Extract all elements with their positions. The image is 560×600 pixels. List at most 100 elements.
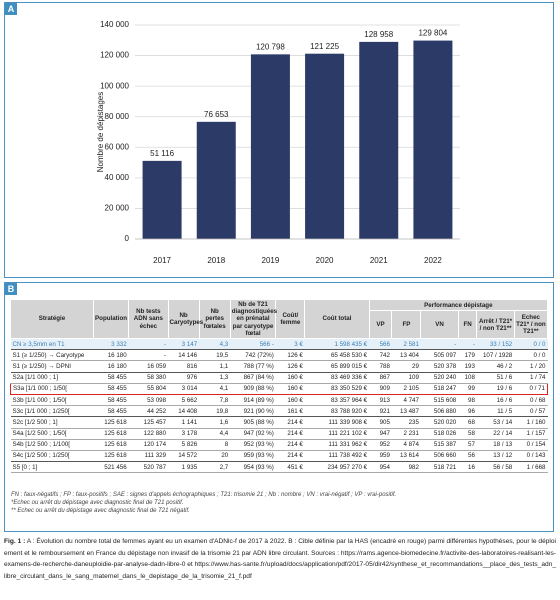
value-label: 120 798 xyxy=(256,42,285,51)
table-cell: 55 804 xyxy=(128,382,169,395)
table-cell: 954 xyxy=(369,461,392,474)
table-cell: 518 247 xyxy=(420,382,459,395)
y-tick-label: 40 000 xyxy=(105,173,130,182)
table-cell: 5 662 xyxy=(168,394,200,407)
table-cell: 8 xyxy=(199,439,231,451)
table-cell: 98 xyxy=(458,394,477,407)
table-cell: 2,7 xyxy=(199,461,231,474)
table-cell: 1 141 xyxy=(168,416,200,429)
table-cell: 0 / 0 xyxy=(514,349,548,362)
table-cell: 11 / 5 xyxy=(476,405,515,418)
table-cell: 193 xyxy=(458,360,477,373)
table-cell: 13 614 xyxy=(391,450,421,463)
table-cell: 1 / 74 xyxy=(514,372,548,384)
table-cell: 515 608 xyxy=(420,394,459,407)
table-cell: 53 / 14 xyxy=(476,416,515,429)
table-cell: 44 252 xyxy=(128,405,169,418)
table-cell: 126 € xyxy=(275,349,305,362)
caption: Fig. 1 : A : Évolution du nombre total d… xyxy=(4,536,556,582)
table-row: S3c [1/1 000 ; 1/250[58 455 44 252 14 408 1… xyxy=(10,405,548,418)
table-cell: 515 387 xyxy=(420,439,459,451)
table-cell: 1,3 xyxy=(199,372,231,384)
table-cell: 58 xyxy=(458,428,477,440)
table-cell: 58 455 xyxy=(93,405,129,418)
table-cell: S3a [1/1 000 ; 1/50[ xyxy=(10,382,94,395)
table-cell: 19,5 xyxy=(199,349,231,362)
table-cell: 58 455 xyxy=(93,382,129,395)
table-cell: S2a [1/1 000 ; 1] xyxy=(10,372,94,384)
table-cell: S2c [1/2 500 ; 1] xyxy=(10,416,94,429)
table-cell: S1 (≥ 1/250) → DPNI xyxy=(10,360,94,373)
bar xyxy=(413,40,453,240)
x-tick-label: 2017 xyxy=(153,256,171,265)
bar xyxy=(305,53,345,239)
table-cell: 0 / 143 xyxy=(514,450,548,463)
table-cell: 235 xyxy=(391,416,421,429)
panel-label: B xyxy=(5,283,17,295)
table-cell: 214 € xyxy=(275,416,305,429)
table-cell: 867 xyxy=(369,372,392,384)
footnote: *Echec ou arrêt du dépistage avec diagno… xyxy=(11,500,184,506)
table-cell: 125 618 xyxy=(93,416,129,429)
chart: 0 20 000 40 000 60 000 80 000 100 000 120 000 1… xyxy=(96,20,460,265)
bar xyxy=(359,41,399,240)
table-cell: S1 (≥ 1/250) → Caryotype xyxy=(10,349,94,362)
y-tick-label: 0 xyxy=(125,234,130,243)
table-cell: 2 581 xyxy=(391,338,421,351)
table-cell: 3 178 xyxy=(168,428,200,440)
column-header: Echec T21* / non T21** xyxy=(513,310,549,340)
table-cell: 451 € xyxy=(275,461,305,474)
column-header: Stratégie xyxy=(10,298,94,340)
bar xyxy=(196,121,236,239)
table-cell: 22 / 14 xyxy=(476,428,515,440)
table-cell: 65 458 530 € xyxy=(304,349,370,362)
table-cell: 518 721 xyxy=(420,461,459,474)
table-cell: 4 874 xyxy=(391,439,421,451)
table-cell: 58 455 xyxy=(93,394,129,407)
table-cell: 18 / 13 xyxy=(476,439,515,451)
table-cell: 58 455 xyxy=(93,372,129,384)
caption-text: A : Évolution du nombre total de femmes … xyxy=(4,538,557,580)
table-cell: 505 097 xyxy=(420,349,459,362)
value-label: 76 653 xyxy=(204,110,229,119)
table-cell: 788 xyxy=(369,360,392,373)
table-cell: 0 / 0 xyxy=(514,338,548,351)
table-cell: 111 221 102 € xyxy=(304,428,370,440)
table-row: S4b [1/2 500 ; 1/100[125 618 120 174 5 826… xyxy=(10,439,548,451)
table-cell: S4a [1/2 500 ; 1/50[ xyxy=(10,428,94,440)
value-label: 121 225 xyxy=(310,42,339,51)
table-cell: 921 (90 %) xyxy=(230,405,276,418)
table-cell: 160 € xyxy=(275,394,305,407)
column-header: Arrêt / T21* / non T21** xyxy=(476,310,515,340)
table-row: S2c [1/2 500 ; 1] 125 618 125 457 1 141 1,6 9… xyxy=(10,416,548,429)
table-cell: 125 618 xyxy=(93,439,129,451)
table-cell: 506 880 xyxy=(420,405,459,418)
table-cell: 2 231 xyxy=(391,428,421,440)
table-cell: 16 / 6 xyxy=(476,394,515,407)
table-cell: 520 020 xyxy=(420,416,459,429)
table-cell: 909 (88 %) xyxy=(230,382,276,395)
table-cell: 1 / 157 xyxy=(514,428,548,440)
table-cell: 83 469 336 € xyxy=(304,372,370,384)
table-cell: 905 xyxy=(369,416,392,429)
table-cell: 518 026 xyxy=(420,428,459,440)
table-cell: 160 € xyxy=(275,382,305,395)
table-cell: 16 180 xyxy=(93,360,129,373)
table-cell: S4b [1/2 500 ; 1/100[ xyxy=(10,439,94,451)
table-cell: 947 (92 %) xyxy=(230,428,276,440)
table-cell: S4c [1/2 500 ; 1/250[ xyxy=(10,450,94,463)
table-cell: 1 / 668 xyxy=(514,461,548,474)
table-head: Stratégie Population Nb tests ADN sans éch… xyxy=(10,298,549,340)
table-cell: - xyxy=(458,338,477,351)
table-cell: 5 826 xyxy=(168,439,200,451)
table-cell: 214 € xyxy=(275,450,305,463)
table-cell: 126 € xyxy=(275,360,305,373)
header-row: Stratégie Population Nb tests ADN sans éch… xyxy=(10,298,549,340)
table-cell: 109 xyxy=(391,372,421,384)
table-cell: 83 357 964 € xyxy=(304,394,370,407)
table-cell: 3 014 xyxy=(168,382,200,395)
table-cell: 56 xyxy=(458,450,477,463)
table-cell: 4,1 xyxy=(199,382,231,395)
table-cell: 867 (84 %) xyxy=(230,372,276,384)
table-cell: 125 618 xyxy=(93,450,129,463)
